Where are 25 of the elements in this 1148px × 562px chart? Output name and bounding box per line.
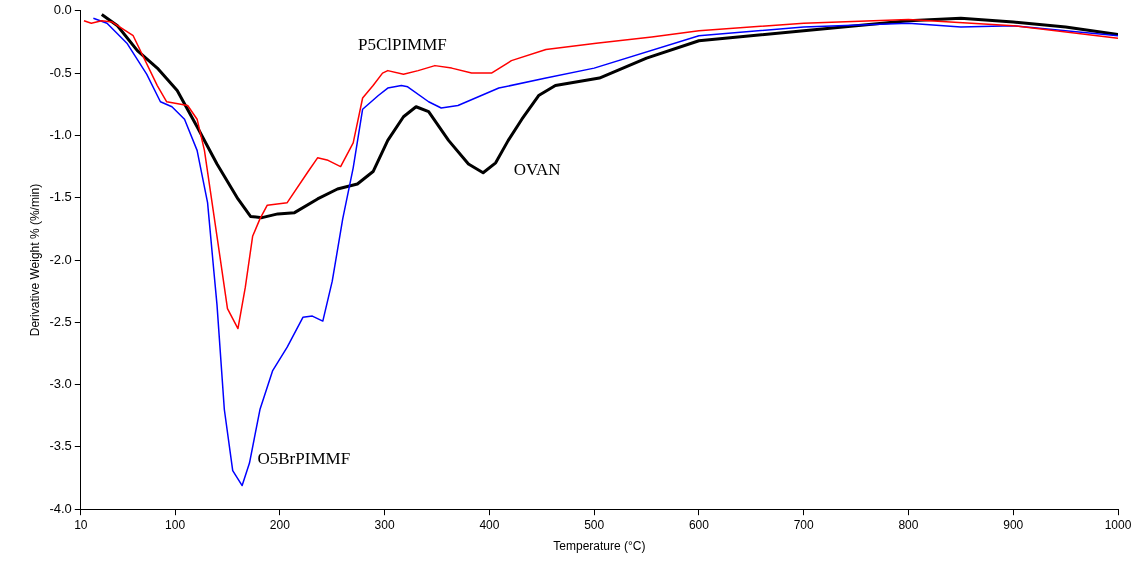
x-axis-title: Temperature (°C) bbox=[553, 539, 646, 554]
x-tick-label: 700 bbox=[793, 517, 815, 532]
y-tick-label: -3.0 bbox=[49, 376, 72, 392]
x-tick-label: 1000 bbox=[1104, 517, 1132, 532]
x-tick-label: 300 bbox=[374, 517, 395, 532]
y-tick-label: -2.5 bbox=[49, 313, 72, 329]
x-tick-label: 100 bbox=[165, 517, 186, 532]
x-tick-label: 500 bbox=[584, 517, 605, 532]
y-tick-label: 0.0 bbox=[53, 2, 72, 18]
series-label: P5ClPIMMF bbox=[357, 35, 447, 55]
x-tick-label: 10 bbox=[74, 517, 88, 532]
y-axis-title: Derivative Weight % (%/min) bbox=[27, 183, 42, 337]
y-tick-label: -3.5 bbox=[49, 438, 72, 454]
y-tick-label: -1.0 bbox=[49, 126, 72, 142]
x-tick-label: 800 bbox=[898, 517, 919, 532]
y-tick-label: -1.5 bbox=[49, 189, 72, 205]
y-tick-label: -4.0 bbox=[49, 500, 72, 516]
series-label: O5BrPIMMF bbox=[257, 448, 351, 468]
x-tick-label: 900 bbox=[1003, 517, 1024, 532]
x-tick-label: 200 bbox=[269, 517, 291, 532]
series-label: OVAN bbox=[513, 159, 561, 179]
x-tick-label: 400 bbox=[479, 517, 500, 532]
y-tick-label: -2.0 bbox=[49, 251, 72, 267]
y-tick-label: -0.5 bbox=[49, 64, 72, 80]
x-tick-label: 600 bbox=[688, 517, 710, 532]
